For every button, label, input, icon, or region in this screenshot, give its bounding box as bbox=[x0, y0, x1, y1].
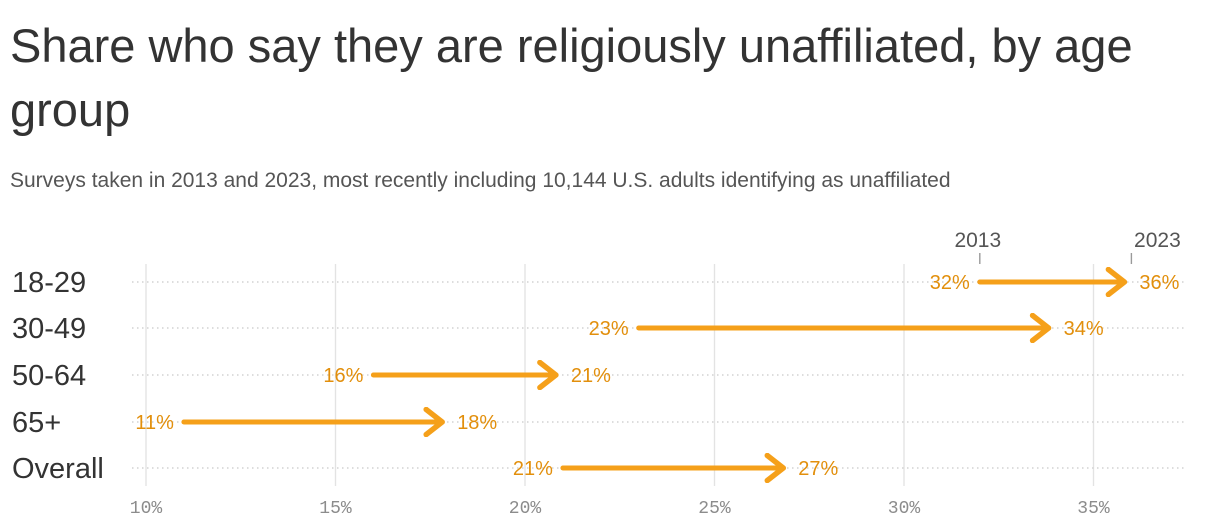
value-label-2023: 36% bbox=[1139, 272, 1179, 294]
legend-label-2023: 2023 bbox=[1134, 229, 1181, 252]
value-label-2013: 21% bbox=[513, 458, 553, 480]
row-label: Overall bbox=[12, 453, 104, 485]
row-label: 30-49 bbox=[12, 313, 86, 345]
value-label-2013: 32% bbox=[930, 272, 970, 294]
x-tick-label: 25% bbox=[698, 499, 731, 519]
value-label-2013: 16% bbox=[323, 365, 363, 387]
x-tick-label: 10% bbox=[130, 499, 163, 519]
legend-label-2013: 2013 bbox=[954, 229, 1001, 252]
value-label-2013: 23% bbox=[589, 318, 629, 340]
chart-title: Share who say they are religiously unaff… bbox=[10, 19, 1133, 136]
x-tick-label: 35% bbox=[1077, 499, 1110, 519]
row-label: 18-29 bbox=[12, 267, 86, 299]
value-label-2023: 27% bbox=[798, 458, 838, 480]
value-label-2013: 11% bbox=[135, 412, 174, 434]
arrows bbox=[181, 282, 1123, 468]
x-tick-label: 30% bbox=[888, 499, 921, 519]
chart-subtitle: Surveys taken in 2013 and 2023, most rec… bbox=[10, 169, 951, 192]
x-tick-label: 20% bbox=[509, 499, 542, 519]
value-label-2023: 21% bbox=[571, 365, 611, 387]
value-label-2023: 18% bbox=[457, 412, 497, 434]
labels: 10% 15% 20% 25% 30% 35% 18-29 32% 36% 30-49 23% 34%… bbox=[12, 229, 1181, 519]
row-label: 65+ bbox=[12, 407, 61, 439]
value-label-2023: 34% bbox=[1064, 318, 1104, 340]
row-guides bbox=[132, 281, 1187, 469]
row-label: 50-64 bbox=[12, 360, 86, 392]
x-tick-label: 15% bbox=[319, 499, 352, 519]
